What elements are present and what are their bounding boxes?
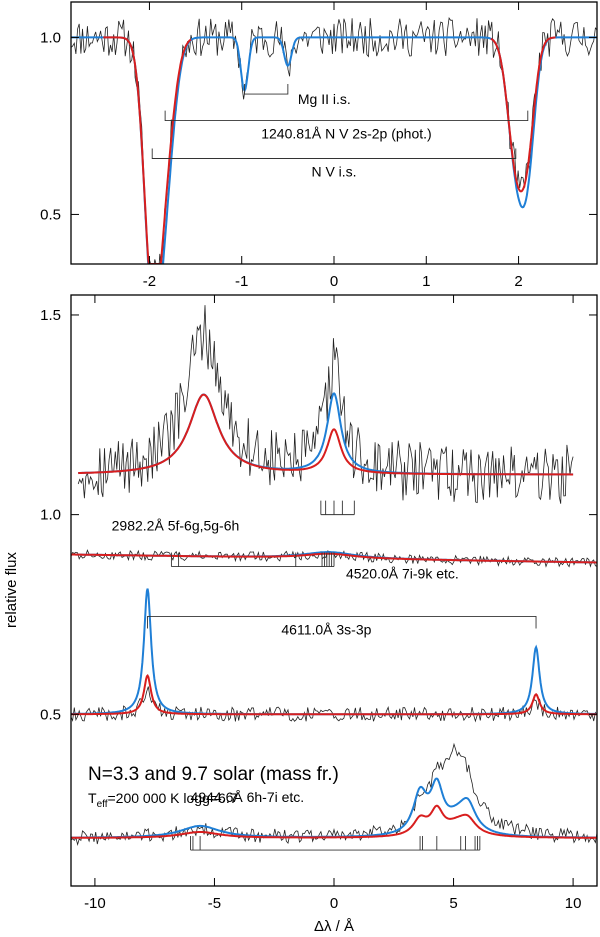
model-line-red-top-right (490, 36, 556, 193)
annotation-label-top: Mg II i.s. (298, 91, 351, 107)
bottom-xtick-label: 0 (330, 895, 338, 912)
legend-title: N=3.3 and 9.7 solar (mass fr.) (88, 764, 339, 785)
top-panel: Mg II i.s. 1240.81Å N V 2s-2p (phot.) N V … (40, 1, 598, 290)
observed-spectrum-top (71, 17, 597, 264)
line-bracket (147, 616, 537, 629)
top-xtick-label: -1 (235, 273, 248, 290)
spectrum-label: 4944.6Å 6h-7i etc. (191, 789, 305, 805)
annotation-bracket-top (151, 148, 517, 159)
spectrum-label: 4520.0Å 7i-9k etc. (346, 566, 459, 582)
annotation-bracket-top (164, 110, 529, 122)
model-line-red-top-left (103, 36, 192, 264)
top-ytick-label: 1.0 (40, 29, 61, 46)
top-xtick-label: 1 (422, 273, 430, 290)
bottom-xtick-label: -10 (84, 895, 106, 912)
top-ytick-label: 0.5 (40, 206, 61, 223)
y-axis-label: relative flux (3, 552, 20, 628)
bottom-ytick-label: 1.0 (40, 507, 61, 524)
x-axis-label: Δλ / Å (314, 918, 354, 935)
top-xtick-label: 2 (514, 273, 522, 290)
annotation-label-top: 1240.81Å N V 2s-2p (phot.) (261, 126, 431, 142)
bottom-xtick-label: -5 (208, 895, 221, 912)
spectrum-label: 2982.2Å 5f-6g,5g-6h (112, 518, 240, 534)
observed-spectrum (71, 686, 597, 723)
model-line-blue-top (71, 36, 597, 264)
model-line-red (78, 393, 574, 476)
bottom-ytick-label: 0.5 (40, 706, 61, 723)
bottom-panel: 2982.2Å 5f-6g,5g-6h 4520.0Å 7i-9k etc. 461… (3, 294, 598, 935)
annotation-label-top: N V i.s. (311, 163, 356, 179)
model-line-red (71, 804, 597, 839)
model-line-red (71, 673, 597, 716)
spectrum-label: 4611.0Å 3s-3p (281, 621, 371, 637)
bottom-ytick-label: 1.5 (40, 307, 61, 324)
bottom-xtick-label: 10 (565, 895, 582, 912)
top-xtick-label: -2 (143, 273, 156, 290)
bottom-xtick-label: 5 (449, 895, 457, 912)
top-xtick-label: 0 (330, 273, 338, 290)
annotation-bracket-top (244, 84, 289, 95)
legend-teff: Teff=200 000 K logg=6.7 (88, 790, 238, 810)
observed-spectrum (77, 305, 574, 504)
